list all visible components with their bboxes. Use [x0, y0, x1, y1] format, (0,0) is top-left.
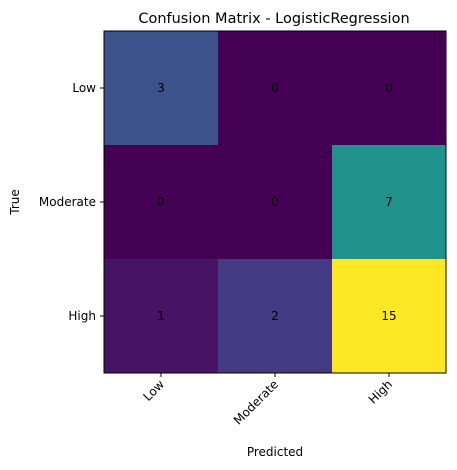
cell-value-label-1-1: 0: [271, 195, 279, 209]
heatmap-cell-1-2: [332, 145, 447, 260]
heatmap-cell-2-2: [332, 259, 447, 374]
heatmap-cell-1-0: [104, 145, 219, 260]
heatmap-cell-1-1: [218, 145, 333, 260]
cell-value-label-1-2: 7: [385, 195, 393, 209]
cell-value-label-0-1: 0: [271, 81, 279, 95]
cell-value-label-2-1: 2: [271, 309, 279, 323]
y-tick-label-2: High: [68, 309, 96, 323]
heatmap-cells: 3 0 0 0 0 7 1 2 15: [104, 31, 447, 374]
cell-value-label-2-2: 15: [381, 309, 396, 323]
heatmap-cell-0-0: [104, 31, 219, 146]
cell-value-label-0-2: 0: [385, 81, 393, 95]
x-tick-label-0: Low: [141, 377, 168, 404]
x-tick-label-1: Moderate: [231, 377, 281, 427]
chart-title: Confusion Matrix - LogisticRegression: [138, 11, 409, 27]
axis-ticks: Low Moderate High Low Moderate High: [39, 81, 395, 427]
x-axis-label: Predicted: [247, 445, 303, 459]
cell-value-label-0-0: 3: [157, 81, 165, 95]
x-tick-label-2: High: [366, 377, 395, 406]
y-tick-label-1: Moderate: [39, 195, 96, 209]
heatmap-cell-2-1: [218, 259, 333, 374]
cell-value-label-2-0: 1: [157, 309, 165, 323]
heatmap-cell-0-1: [218, 31, 333, 146]
cell-value-label-1-0: 0: [157, 195, 165, 209]
heatmap-cell-0-2: [332, 31, 447, 146]
y-tick-label-0: Low: [72, 81, 96, 95]
heatmap-cell-2-0: [104, 259, 219, 374]
y-axis-label: True: [8, 189, 22, 216]
